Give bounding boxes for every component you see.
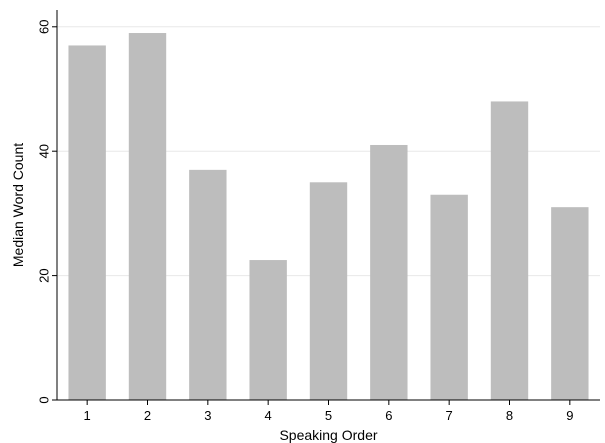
bar-7: [430, 194, 468, 400]
y-tick-label: 20: [37, 268, 52, 282]
x-tick-label: 9: [566, 408, 573, 423]
x-tick-label: 6: [385, 408, 392, 423]
y-axis-ticks: 0 20 40 60: [37, 20, 57, 404]
x-tick-label: 3: [204, 408, 211, 423]
x-tick-label: 5: [325, 408, 332, 423]
bar-series: [68, 33, 589, 401]
y-tick-label: 0: [37, 396, 52, 403]
bar-2: [128, 33, 167, 401]
bar-8: [490, 101, 529, 400]
bar-1: [68, 45, 106, 401]
x-tick-label: 2: [144, 408, 151, 423]
bar-5: [309, 182, 348, 400]
x-tick-label: 1: [84, 408, 91, 423]
x-tick-label: 7: [446, 408, 453, 423]
x-tick-label: 8: [506, 408, 513, 423]
x-tick-label: 4: [265, 408, 272, 423]
bar-9: [551, 207, 589, 400]
y-axis-title: Median Word Count: [10, 143, 26, 267]
x-axis-title: Speaking Order: [279, 427, 377, 443]
y-tick-label: 40: [37, 144, 52, 158]
bar-6: [370, 144, 408, 400]
bar-4: [249, 260, 287, 400]
y-tick-label: 60: [37, 20, 52, 34]
x-axis-ticks: 1 2 3 4 5 6 7 8 9: [84, 400, 573, 423]
bar-3: [189, 169, 227, 400]
